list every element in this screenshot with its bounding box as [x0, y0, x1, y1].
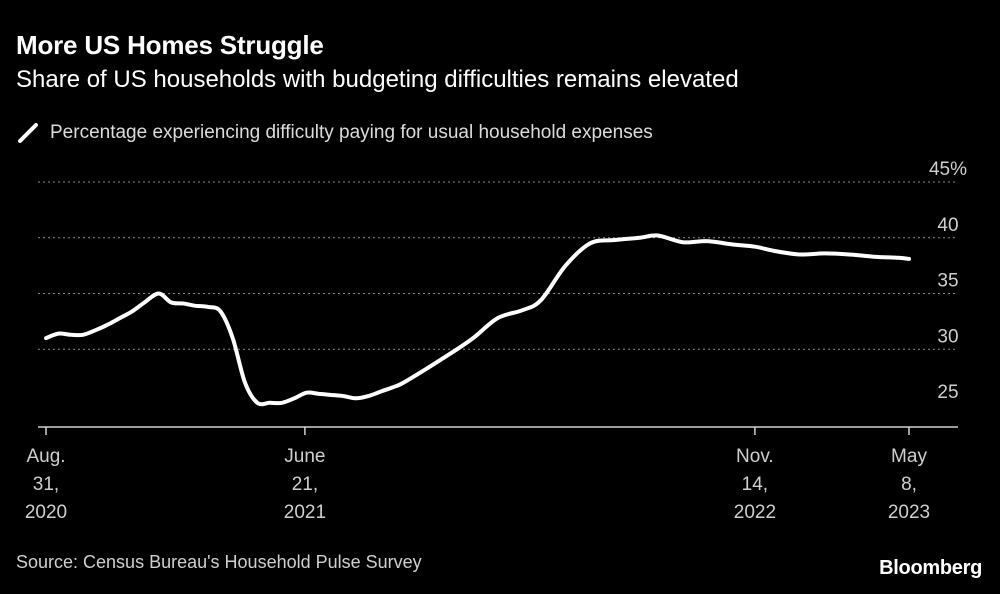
- y-tick-label: 25: [937, 382, 958, 403]
- x-tick-label: Nov. 14, 2022: [734, 446, 776, 523]
- x-tick-label: June 21, 2021: [284, 446, 326, 523]
- y-tick-label: 40: [937, 215, 958, 236]
- x-tick-label: Aug. 31, 2020: [25, 446, 67, 523]
- grid-layer: [38, 181, 958, 350]
- series-layer: [44, 233, 911, 407]
- series-line: [44, 233, 911, 407]
- y-tick-label: 45%: [929, 159, 967, 180]
- brand-logo: Bloomberg: [879, 557, 982, 579]
- x-tick-label: May 8, 2023: [888, 446, 930, 523]
- chart-subtitle: Share of US households with budgeting di…: [16, 66, 739, 93]
- chart-title: More US Homes Struggle: [16, 30, 324, 60]
- y-tick-label: 30: [937, 326, 958, 347]
- source-note: Source: Census Bureau's Household Pulse …: [16, 552, 422, 572]
- line-swatch-icon: [18, 123, 38, 143]
- label-layer: 45% 40 35 30 25 Aug. 31, 2020 June 21, 2021 Nov. 14,…: [25, 159, 967, 523]
- chart-legend: Percentage experiencing difficulty payin…: [16, 119, 653, 147]
- axis-layer: [38, 426, 958, 435]
- y-tick-label: 35: [937, 271, 958, 292]
- legend-label: Percentage experiencing difficulty payin…: [50, 122, 653, 143]
